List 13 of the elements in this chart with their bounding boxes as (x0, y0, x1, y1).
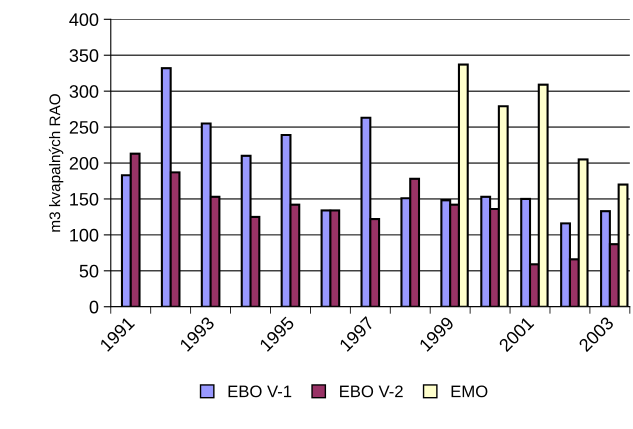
y-tick-label: 300 (70, 85, 98, 98)
legend-label: EBO V-2 (340, 386, 403, 398)
y-tick-label: 400 (69, 13, 98, 26)
y-axis-title: m3 kvapalných RAO (48, 94, 64, 232)
legend-label: EMO (452, 386, 488, 398)
legend-label: EBO V-1 (228, 386, 292, 398)
y-tick-label: 250 (70, 121, 98, 134)
y-tick-label: 50 (80, 264, 98, 278)
y-tick-label: 350 (70, 49, 98, 62)
y-tick-label: 200 (70, 156, 98, 170)
y-tick-label: 0 (90, 300, 98, 314)
y-tick-label: 150 (70, 192, 98, 206)
y-tick-label: 100 (70, 228, 98, 242)
